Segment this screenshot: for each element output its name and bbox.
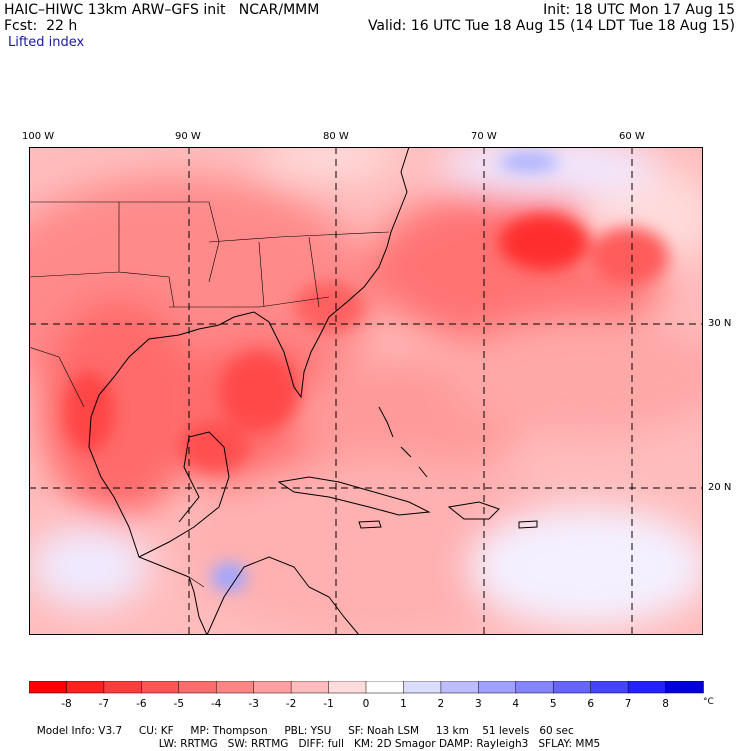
- footer-physics: LW: RRTMG SW: RRTMG DIFF: full KM: 2D Sm…: [152, 725, 601, 751]
- colorbar-tick-label: -2: [286, 698, 296, 710]
- colorbar-swatch: [66, 681, 105, 694]
- colorbar-tick-label: -1: [323, 698, 333, 710]
- footer-model-version: Model Info: V3.7: [36, 725, 123, 737]
- footer-cu: CU: KF: [138, 725, 174, 737]
- forecast-hour: Fcst: 22 h: [4, 18, 78, 34]
- political-borders: [29, 201, 390, 588]
- graticule: [29, 147, 703, 635]
- lon-label-80w: 80 W: [323, 131, 349, 142]
- colorbar-tick-label: 1: [400, 698, 407, 710]
- colorbar-swatch: [665, 681, 704, 694]
- lon-label-60w: 60 W: [619, 131, 645, 142]
- colorbar-swatch: [365, 681, 405, 694]
- colorbar-swatch: [103, 681, 143, 694]
- colorbar-swatch: [627, 681, 667, 694]
- colorbar-tick-label: -7: [99, 698, 109, 710]
- init-time: Init: 18 UTC Mon 17 Aug 15: [543, 2, 735, 18]
- colorbar-tick-label: 0: [363, 698, 370, 710]
- colorbar-tick-label: 4: [512, 698, 519, 710]
- colorbar-tick-label: -3: [248, 698, 258, 710]
- footer-timestep: 60 sec: [539, 725, 574, 737]
- colorbar-swatch: [178, 681, 217, 694]
- colorbar-tick-label: 2: [438, 698, 445, 710]
- colorbar-unit: °C: [703, 697, 714, 707]
- colorbar-swatch: [515, 681, 554, 694]
- lifted-index-map: [29, 147, 703, 635]
- colorbar-swatch: [552, 681, 592, 694]
- colorbar-tick-label: -8: [61, 698, 71, 710]
- lon-label-100w: 100 W: [22, 131, 55, 142]
- colorbar-swatch: [253, 681, 292, 694]
- field-name: Lifted index: [8, 35, 85, 50]
- colorbar-swatch: [29, 681, 68, 694]
- colorbar-swatch: [215, 681, 255, 694]
- colorbar-tick-label: -5: [174, 698, 184, 710]
- lon-label-90w: 90 W: [175, 131, 201, 142]
- colorbar-tick-label: -4: [211, 698, 222, 710]
- colorbar-tick-label: 5: [550, 698, 557, 710]
- colorbar-swatch: [328, 681, 367, 694]
- lat-label-20n: 20 N: [708, 482, 732, 493]
- colorbar: -8 -7 -6 -5 -4 -3 -2 -1 0 1 2 3 4 5 6 7 8 °C: [29, 681, 714, 710]
- field-cores: [64, 152, 669, 592]
- colorbar-swatch: [290, 681, 330, 694]
- valid-time: Valid: 16 UTC Tue 18 Aug 15 (14 LDT Tue …: [367, 18, 735, 34]
- lon-label-70w: 70 W: [471, 131, 497, 142]
- model-title: HAIC–HIWC 13km ARW–GFS init NCAR/MMM: [4, 2, 320, 18]
- colorbar-tick-label: 6: [587, 698, 594, 710]
- colorbar-tick-label: 3: [475, 698, 482, 710]
- footer-levels: 51 levels: [482, 725, 530, 737]
- coastlines: [88, 147, 538, 635]
- colorbar-swatch: [440, 681, 480, 694]
- colorbar-tick-label: -6: [136, 698, 147, 710]
- colorbar-tick-label: 7: [625, 698, 632, 710]
- footer-resolution: 13 km: [435, 725, 469, 737]
- footer-sf: SF: Noah LSM: [348, 725, 420, 737]
- footer-mp: MP: Thompson: [190, 725, 268, 737]
- colorbar-swatch: [141, 681, 180, 694]
- colorbar-swatch: [590, 681, 629, 694]
- colorbar-swatch: [403, 681, 442, 694]
- colorbar-tick-label: 8: [662, 698, 669, 710]
- colorbar-swatch: [478, 681, 517, 694]
- footer-model-info: Model Info: V3.7 CU: KF MP: Thompson PBL…: [30, 712, 574, 738]
- footer-pbl: PBL: YSU: [284, 725, 332, 737]
- map-frame: [29, 147, 703, 635]
- lat-label-30n: 30 N: [708, 318, 732, 329]
